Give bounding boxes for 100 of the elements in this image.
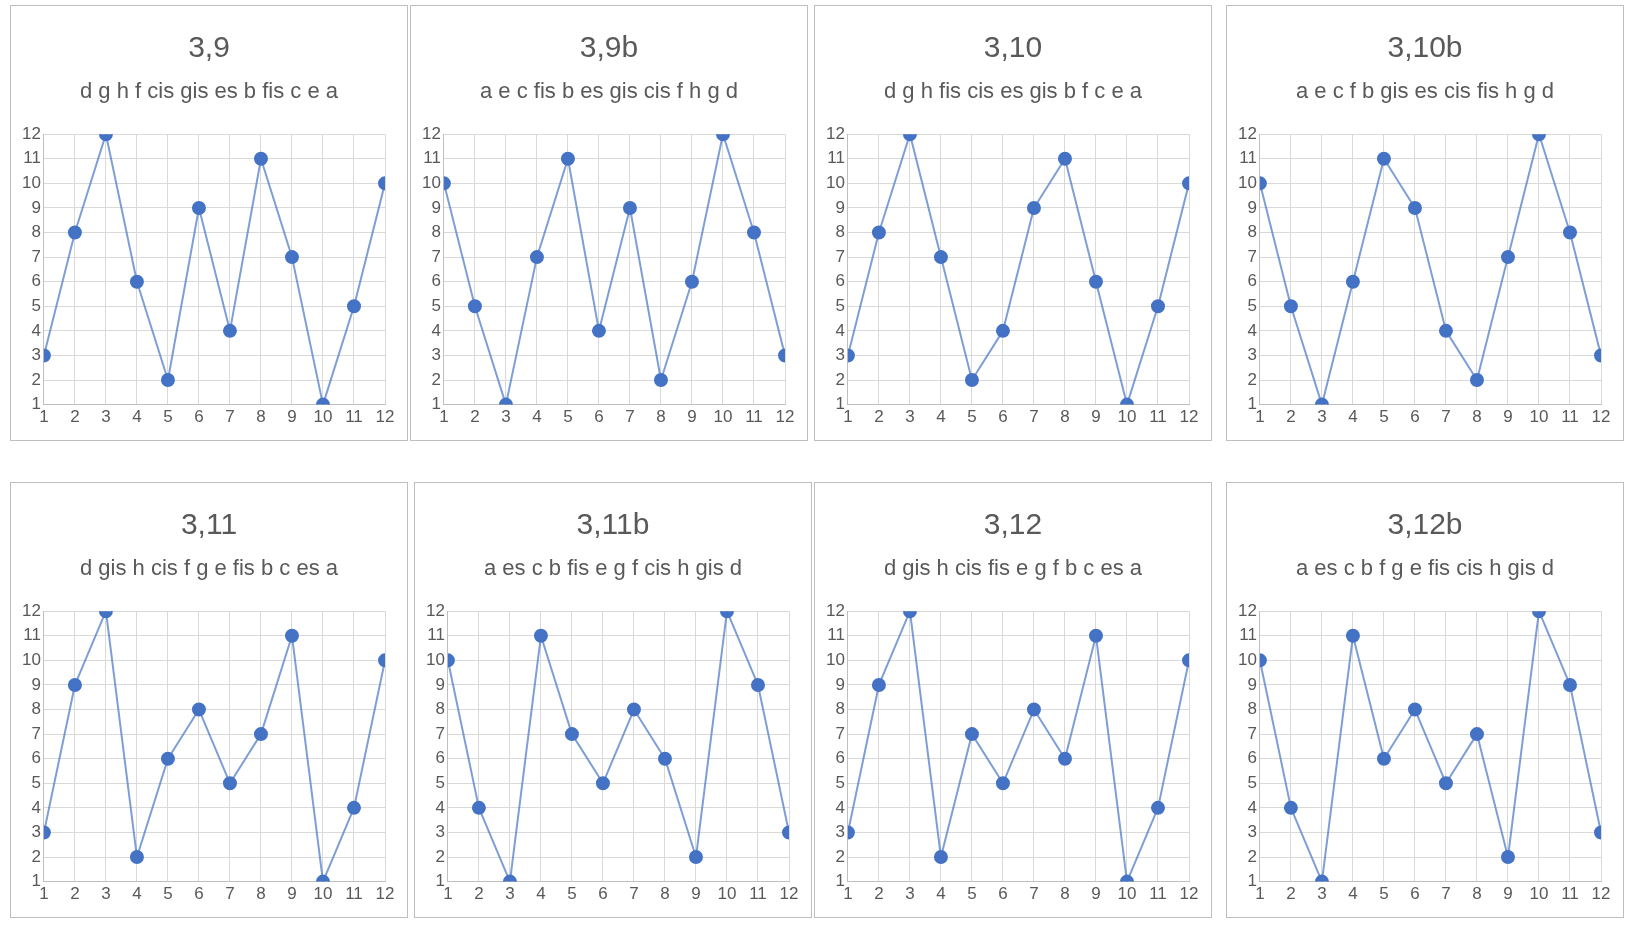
x-tick-label: 5: [967, 884, 977, 904]
x-tick-label: 3: [101, 884, 111, 904]
point: [1057, 151, 1072, 166]
point: [688, 850, 703, 865]
x-tick-label: 9: [1091, 407, 1101, 427]
y-tick-label: 11: [23, 148, 41, 168]
y-tick-label: 7: [31, 246, 41, 266]
y-tick-label: 7: [835, 723, 845, 743]
point: [1088, 628, 1103, 643]
y-tick-label: 3: [31, 345, 41, 365]
x-tick-label: 10: [313, 884, 333, 904]
point: [1345, 628, 1360, 643]
y-tick-label: 8: [31, 222, 41, 242]
y-tick-label: 6: [1247, 748, 1257, 768]
x-tick-label: 10: [1117, 884, 1137, 904]
point: [1407, 200, 1422, 215]
x-tick-label: 10: [1529, 407, 1549, 427]
x-tick-label: 3: [501, 407, 511, 427]
x-tick-label: 7: [1029, 884, 1039, 904]
x-tick-label: 10: [717, 884, 737, 904]
y-tick-label: 5: [835, 772, 845, 792]
y-tick-label: 12: [421, 123, 441, 143]
y-tick-label: 10: [1237, 173, 1257, 193]
y-tick-label: 9: [31, 197, 41, 217]
point: [1376, 151, 1391, 166]
x-tick-label: 6: [998, 407, 1008, 427]
point: [160, 373, 175, 388]
point: [67, 225, 82, 240]
point: [191, 702, 206, 717]
point: [346, 299, 361, 314]
point: [253, 151, 268, 166]
y-tick-label: 8: [31, 699, 41, 719]
x-tick-label: 2: [470, 407, 480, 427]
y-tick-label: 11: [827, 625, 845, 645]
y-tick-label: 3: [1247, 822, 1257, 842]
x-tick-label: 4: [132, 407, 142, 427]
y-tick-label: 8: [435, 699, 445, 719]
x-tick-label: 3: [505, 884, 515, 904]
point: [1026, 702, 1041, 717]
y-tick-label: 12: [825, 600, 845, 620]
y-tick-label: 12: [1237, 123, 1257, 143]
point: [871, 677, 886, 692]
y-tick-label: 6: [31, 748, 41, 768]
y-tick-label: 7: [1247, 723, 1257, 743]
x-tick-label: 9: [691, 884, 701, 904]
y-tick-label: 1: [435, 871, 445, 891]
chart-title: 3,9: [187, 30, 231, 64]
y-tick-label: 3: [1247, 345, 1257, 365]
y-tick-label: 11: [1239, 625, 1257, 645]
y-tick-label: 1: [1247, 394, 1257, 414]
x-tick-label: 8: [256, 884, 266, 904]
x-tick-label: 3: [1317, 884, 1327, 904]
x-tick-label: 11: [745, 407, 763, 427]
x-tick-label: 7: [1029, 407, 1039, 427]
y-tick-label: 4: [31, 797, 41, 817]
point: [1562, 225, 1577, 240]
point: [160, 751, 175, 766]
point: [529, 250, 544, 265]
y-tick-label: 2: [835, 846, 845, 866]
x-tick-label: 11: [1149, 884, 1167, 904]
x-tick-label: 6: [594, 407, 604, 427]
y-tick-label: 8: [1247, 222, 1257, 242]
point: [1562, 677, 1577, 692]
x-tick-label: 6: [194, 407, 204, 427]
point: [1345, 274, 1360, 289]
y-tick-label: 9: [1247, 197, 1257, 217]
y-tick-label: 11: [423, 148, 441, 168]
point: [1150, 800, 1165, 815]
point: [222, 323, 237, 338]
y-tick-label: 1: [835, 871, 845, 891]
x-tick-label: 12: [375, 407, 395, 427]
chart-title: 3,12b: [1386, 507, 1464, 541]
chart-subtitle: d gis h cis fis e g f b c es a: [883, 555, 1143, 581]
chart-title: 3,11b: [575, 507, 651, 541]
x-tick-label: 12: [1591, 884, 1611, 904]
y-tick-label: 5: [431, 295, 441, 315]
x-tick-label: 2: [874, 884, 884, 904]
x-tick-label: 8: [660, 884, 670, 904]
x-tick-label: 10: [713, 407, 733, 427]
point: [67, 677, 82, 692]
y-tick-label: 2: [1247, 846, 1257, 866]
chart-subtitle: a es c b f g e fis cis h gis d: [1295, 555, 1555, 581]
x-tick-label: 7: [629, 884, 639, 904]
y-tick-label: 9: [835, 197, 845, 217]
x-tick-label: 9: [1503, 407, 1513, 427]
y-tick-label: 7: [435, 723, 445, 743]
y-tick-label: 9: [435, 674, 445, 694]
x-tick-label: 9: [1091, 884, 1101, 904]
y-tick-label: 8: [835, 699, 845, 719]
x-tick-label: 6: [598, 884, 608, 904]
x-tick-label: 11: [345, 884, 363, 904]
point: [564, 727, 579, 742]
x-tick-label: 8: [656, 407, 666, 427]
x-tick-label: 5: [1379, 407, 1389, 427]
point: [1500, 250, 1515, 265]
point: [1026, 200, 1041, 215]
x-tick-label: 5: [163, 884, 173, 904]
point: [1469, 727, 1484, 742]
y-tick-label: 4: [835, 797, 845, 817]
y-tick-label: 1: [431, 394, 441, 414]
